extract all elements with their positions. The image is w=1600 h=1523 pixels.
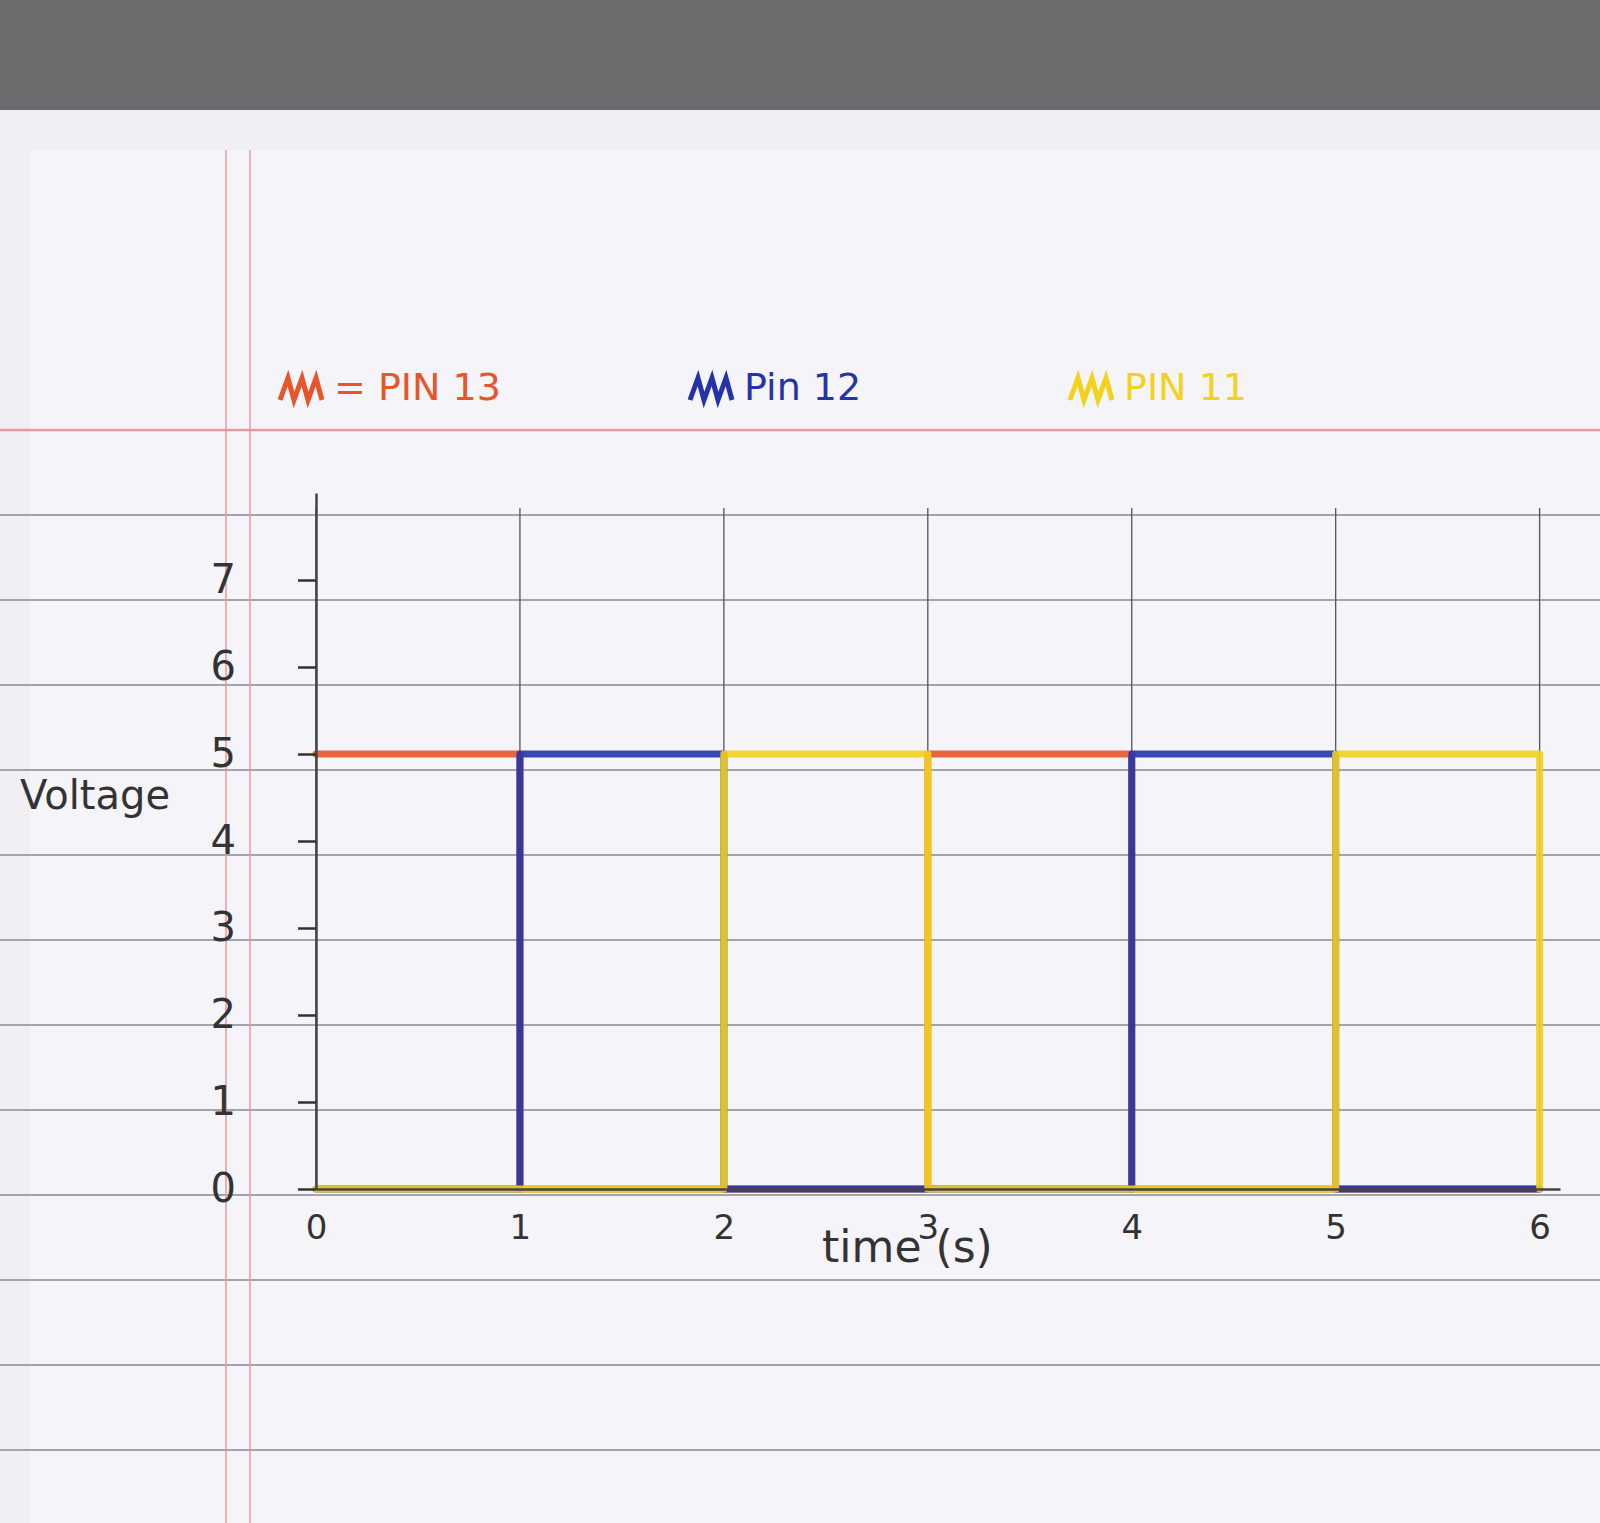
tick: 6 bbox=[211, 643, 316, 689]
tick-label: 0 bbox=[211, 1165, 236, 1211]
paper bbox=[0, 0, 1600, 1523]
ruled-line bbox=[0, 514, 1600, 516]
legend-item: Pin 12 bbox=[690, 365, 861, 409]
ruled-line bbox=[0, 599, 1600, 601]
series-line bbox=[316, 754, 1540, 1189]
tick: 1 bbox=[510, 1189, 532, 1247]
legend-label: PIN 11 bbox=[1124, 365, 1247, 409]
tick-label: 2 bbox=[211, 991, 236, 1037]
tick-mark bbox=[298, 666, 316, 669]
series-line bbox=[316, 754, 1540, 1189]
legend-swatch bbox=[280, 378, 322, 400]
legend-swatch bbox=[1070, 378, 1112, 400]
tick-mark bbox=[298, 753, 316, 756]
ruled-line bbox=[0, 1024, 1600, 1026]
legend-label: = PIN 13 bbox=[334, 365, 501, 409]
tick: 0 bbox=[306, 1189, 328, 1247]
ruled-line bbox=[0, 1279, 1600, 1281]
background bbox=[0, 0, 1600, 110]
tick-mark bbox=[298, 927, 316, 930]
chart: 012345601234567Voltagetime (s)= PIN 13Pi… bbox=[0, 0, 1600, 1523]
tick: 5 bbox=[1325, 1189, 1347, 1247]
tick-mark bbox=[298, 1188, 316, 1191]
tick: 4 bbox=[1121, 1189, 1143, 1247]
ruled-line bbox=[0, 684, 1600, 686]
tick: 7 bbox=[211, 556, 316, 602]
ruled-line bbox=[0, 939, 1600, 941]
legend-swatch bbox=[690, 378, 732, 400]
legend-item: PIN 11 bbox=[1070, 365, 1247, 409]
tick-label: 0 bbox=[306, 1207, 328, 1247]
tick-label: 6 bbox=[211, 643, 236, 689]
ruled-line bbox=[0, 769, 1600, 771]
tick-label: 2 bbox=[714, 1207, 736, 1247]
axis-title: time (s) bbox=[822, 1221, 993, 1272]
ruled-line bbox=[0, 854, 1600, 856]
tick-mark bbox=[298, 1101, 316, 1104]
tick-label: 1 bbox=[211, 1078, 236, 1124]
tick-mark bbox=[298, 1014, 316, 1017]
ruled-line bbox=[0, 1364, 1600, 1366]
tick-label: 1 bbox=[510, 1207, 532, 1247]
tick-label: 5 bbox=[211, 730, 236, 776]
tick: 2 bbox=[211, 991, 316, 1037]
tick: 0 bbox=[211, 1165, 316, 1211]
tick-mark bbox=[298, 579, 316, 582]
ruled-line bbox=[0, 1109, 1600, 1111]
legend: = PIN 13 Pin 12 PIN 11 bbox=[280, 365, 1247, 409]
tick-label: 4 bbox=[211, 817, 236, 863]
legend-item: = PIN 13 bbox=[280, 365, 501, 409]
tick: 5 bbox=[211, 730, 316, 776]
series-line bbox=[316, 754, 1540, 1189]
tick-label: 4 bbox=[1121, 1207, 1143, 1247]
margin-line bbox=[249, 150, 251, 1523]
ruled-line bbox=[0, 429, 1600, 432]
paper-sheet bbox=[30, 150, 1600, 1523]
tick-label: 7 bbox=[211, 556, 236, 602]
plot-area bbox=[316, 754, 1540, 1189]
tick-label: 3 bbox=[211, 904, 236, 950]
tick: 6 bbox=[1529, 1189, 1551, 1247]
tick-label: 6 bbox=[1529, 1207, 1551, 1247]
y-axis: 0 1 2 3 4 5 6 7 bbox=[211, 494, 317, 1212]
tick: 4 bbox=[211, 817, 316, 863]
ruled-line bbox=[0, 1449, 1600, 1451]
tick: 2 bbox=[714, 1189, 736, 1247]
tick-label: 5 bbox=[1325, 1207, 1347, 1247]
grid bbox=[316, 508, 1540, 1189]
tick-mark bbox=[298, 840, 316, 843]
ruled-line bbox=[0, 1194, 1600, 1196]
tick: 1 bbox=[211, 1078, 316, 1124]
tick: 3 bbox=[211, 904, 316, 950]
axis-title: Voltage bbox=[20, 772, 170, 818]
axis-line bbox=[317, 1188, 1561, 1191]
legend-label: Pin 12 bbox=[744, 365, 861, 409]
